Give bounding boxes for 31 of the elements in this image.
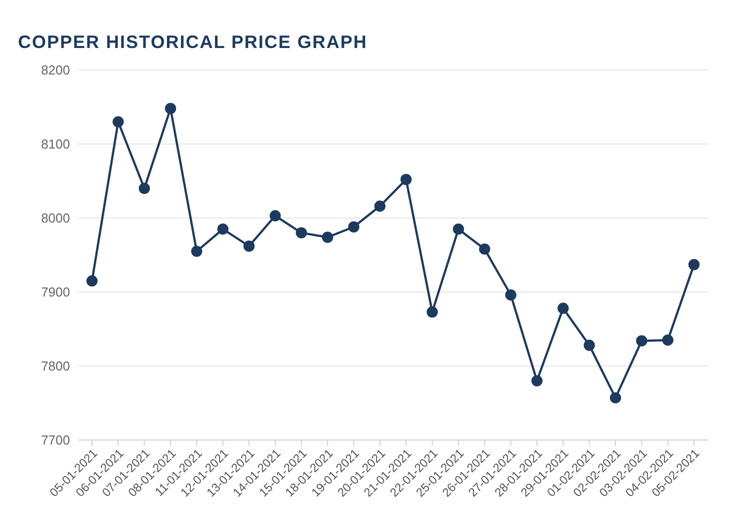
chart-title: COPPER HISTORICAL PRICE GRAPH <box>17 31 368 54</box>
point <box>374 200 386 212</box>
point <box>636 335 648 346</box>
point <box>270 210 281 222</box>
point <box>452 224 464 235</box>
point <box>505 289 516 301</box>
point <box>138 182 150 194</box>
point <box>584 340 595 351</box>
y-tick-label: 8100 <box>41 136 70 152</box>
point <box>322 232 334 243</box>
y-tick-label: 8200 <box>41 62 70 78</box>
point <box>662 334 674 346</box>
point <box>243 240 255 252</box>
y-tick-label: 7700 <box>41 432 70 448</box>
point <box>296 227 307 238</box>
point <box>610 392 622 404</box>
point <box>558 302 569 314</box>
point <box>217 224 228 235</box>
point <box>191 246 202 257</box>
point <box>86 275 98 286</box>
point <box>531 375 543 386</box>
point <box>479 243 490 255</box>
point <box>688 259 700 270</box>
y-tick-label: 7900 <box>41 284 70 300</box>
point <box>112 116 124 128</box>
y-tick-label: 7800 <box>41 358 70 374</box>
point <box>400 174 412 186</box>
point <box>164 102 176 114</box>
point <box>348 221 360 232</box>
y-tick-label: 8000 <box>41 210 70 226</box>
point <box>426 306 438 318</box>
